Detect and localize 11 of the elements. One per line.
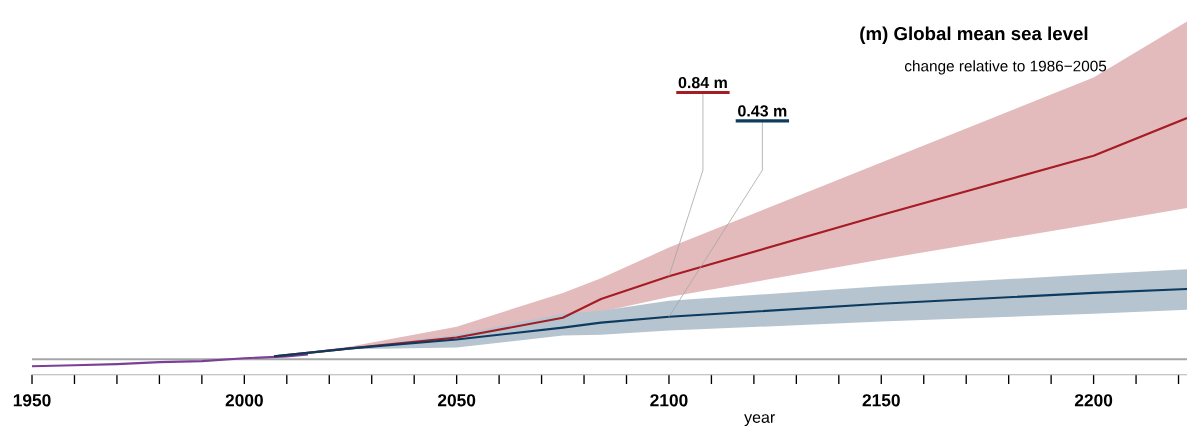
chart-subtitle: change relative to 1986−2005 [904,60,1107,75]
annotation: 0.84 m [678,76,727,89]
x-tick-label: 2200 [1074,393,1113,407]
x-tick-label: 2100 [650,393,688,407]
x-axis-title: year [744,413,775,426]
chart-title: (m) Global mean sea level [860,26,1088,44]
x-tick-label: 2000 [225,393,263,407]
x-tick-label: 2050 [437,393,476,407]
x-tick-label: 2150 [862,393,900,407]
annotation: 0.43 m [738,105,787,117]
x-tick-label: 1950 [13,393,51,407]
